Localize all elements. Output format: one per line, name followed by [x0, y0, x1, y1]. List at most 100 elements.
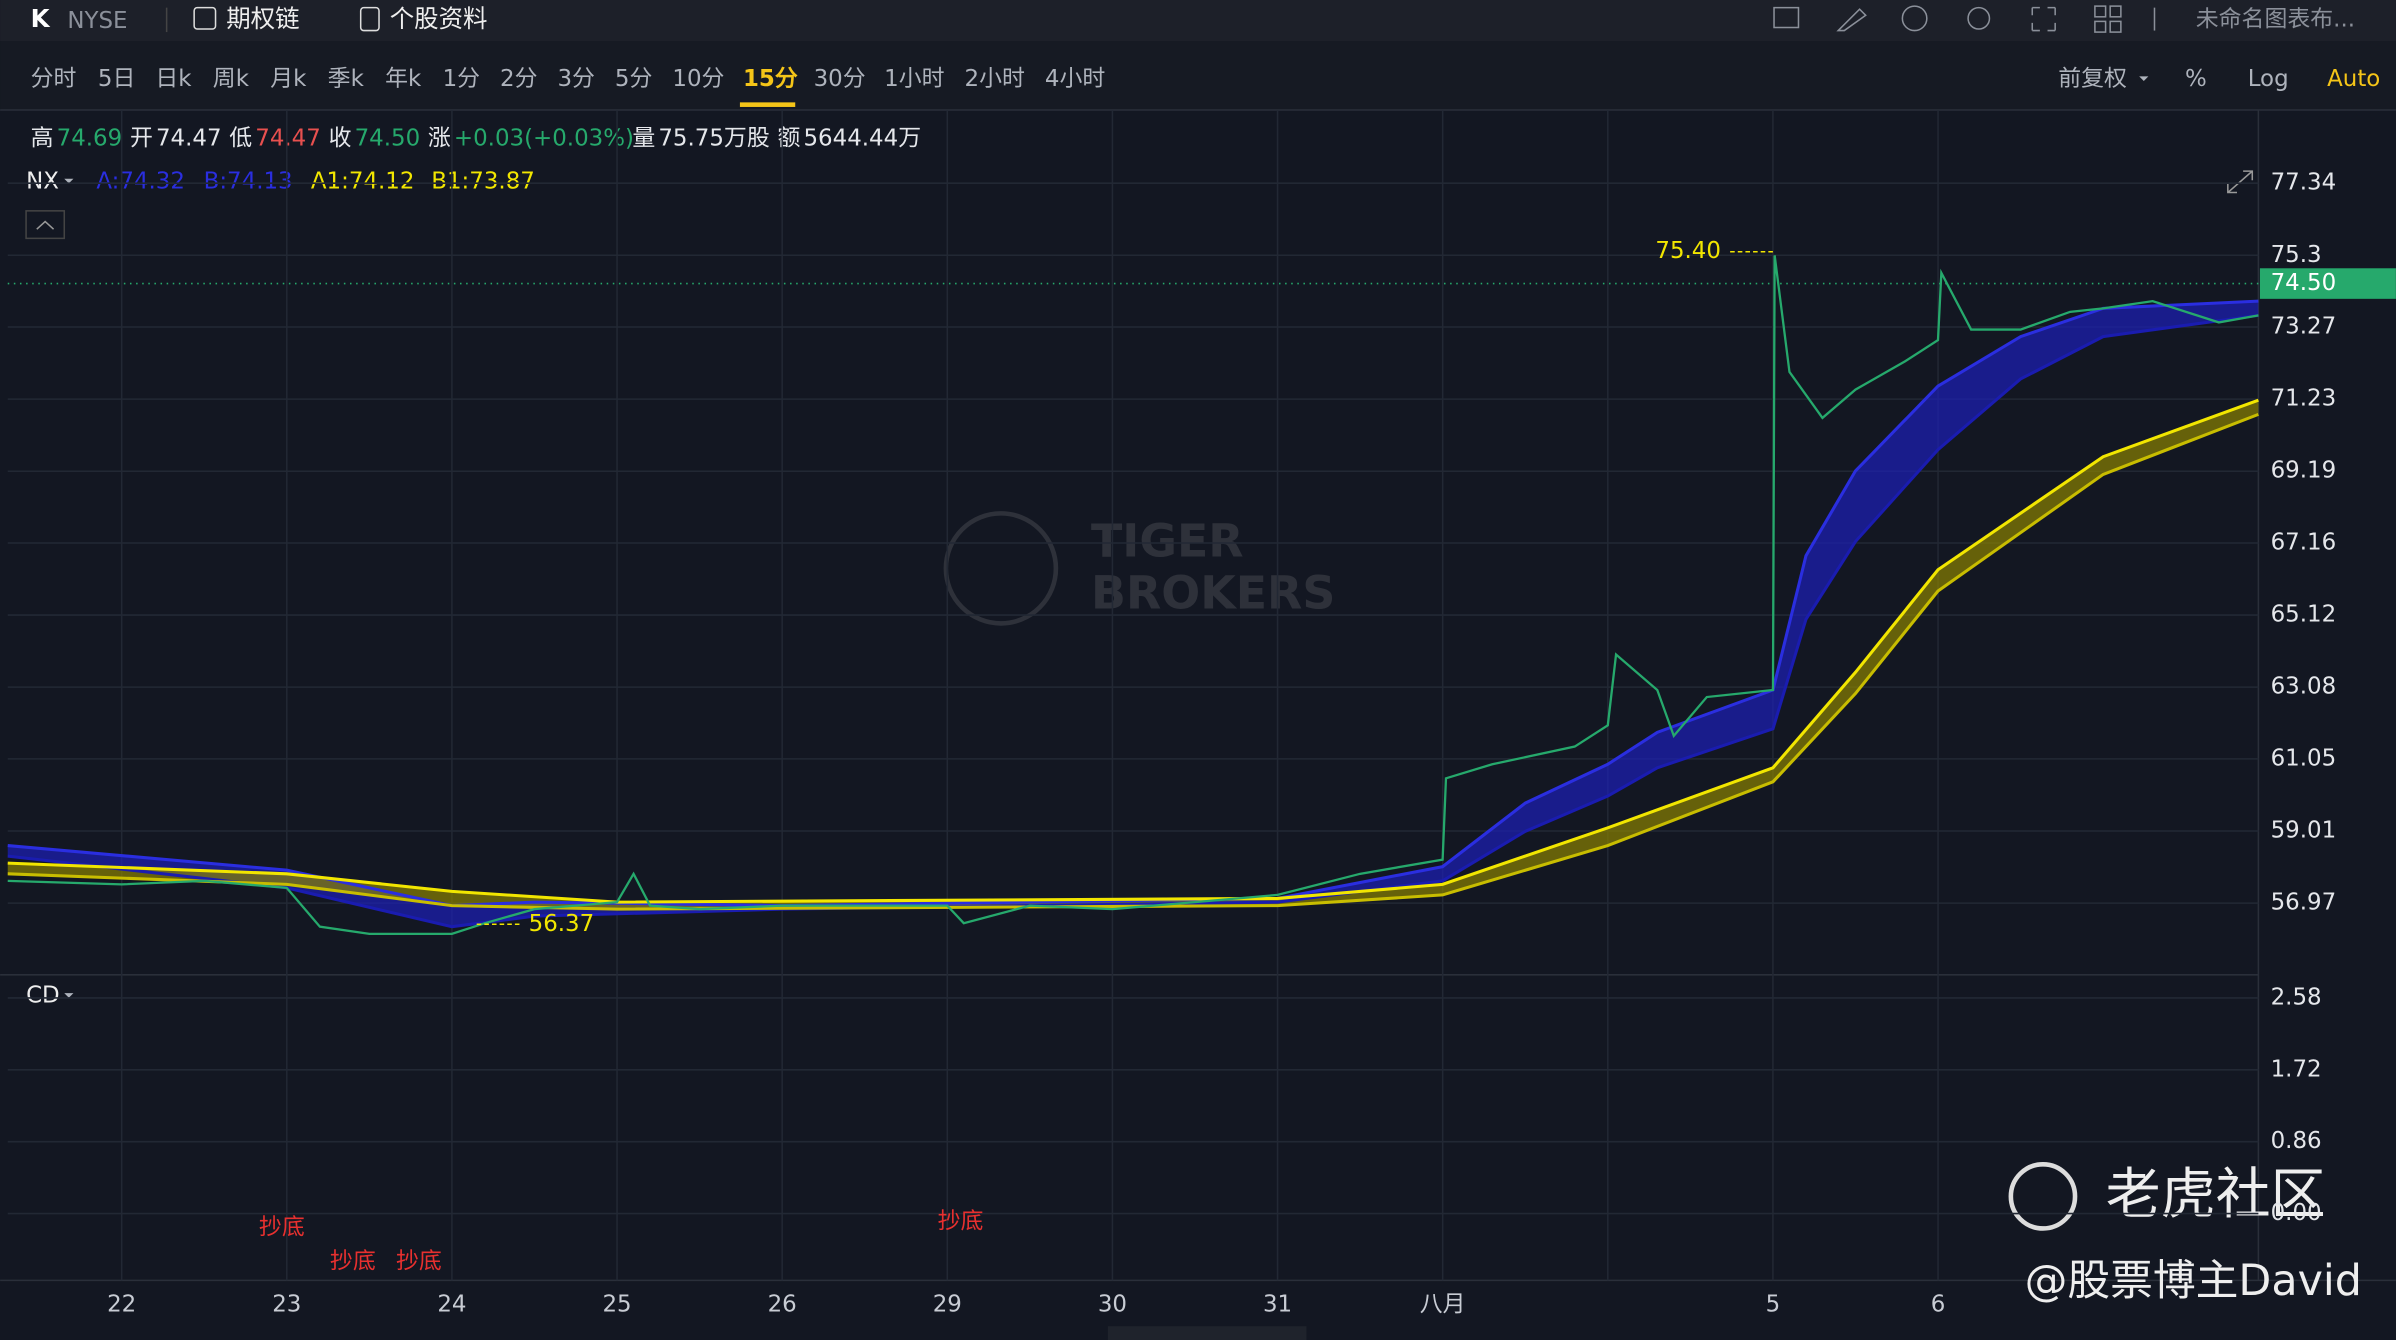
collapse-button[interactable]	[25, 210, 66, 240]
icon[interactable]	[1967, 6, 1991, 30]
period-tab[interactable]: 1分	[443, 66, 480, 92]
annotation-label: 56.37	[529, 911, 595, 937]
watermark-logo: TIGER BROKERS	[943, 511, 1335, 626]
logo	[943, 511, 1059, 626]
y-tick-label: 73.27	[2271, 314, 2337, 340]
quote-label: 收	[329, 126, 352, 152]
icon[interactable]	[1773, 6, 1800, 29]
icon[interactable]	[1901, 5, 1928, 32]
icon	[359, 6, 380, 32]
scroll-handle[interactable]	[1107, 1326, 1307, 1340]
icon[interactable]	[2109, 5, 2122, 18]
options-tab[interactable]: 期权链	[226, 4, 299, 33]
active-underline	[739, 102, 796, 107]
quote-value: 74.47	[255, 126, 321, 152]
brand: TIGER	[1091, 513, 1244, 567]
control[interactable]: Auto	[2327, 66, 2380, 92]
period-tab[interactable]: 年k	[385, 66, 422, 92]
band-line	[7, 398, 2259, 904]
y-tick-label: 0.86	[2271, 1128, 2322, 1154]
band-line	[7, 412, 2259, 911]
quote-value: 5644.44万	[803, 126, 921, 152]
expand-icon[interactable]	[2227, 170, 2254, 194]
x-tick-label: 5	[1766, 1291, 1781, 1317]
indicator-value: A1:74.12	[311, 168, 415, 194]
quote-label: 额	[778, 126, 801, 152]
control[interactable]: Log	[2248, 66, 2289, 92]
quote-label: 低	[229, 126, 252, 152]
signal-label: 抄底	[938, 1208, 984, 1234]
quote-label: 量	[632, 126, 655, 152]
period-tab[interactable]: 月k	[270, 66, 307, 92]
x-tick-label: 24	[437, 1291, 466, 1317]
y-tick-label: 69.19	[2271, 458, 2337, 484]
icon[interactable]	[2094, 20, 2107, 33]
y-tick-label: 67.16	[2271, 529, 2337, 555]
cd-name[interactable]: CD	[26, 983, 60, 1009]
x-tick-label: 26	[768, 1291, 797, 1317]
community-logo	[2008, 1161, 2078, 1231]
period-tab[interactable]: 5日	[98, 66, 135, 92]
period-tab[interactable]: 季k	[328, 66, 365, 92]
icon[interactable]	[1836, 8, 1867, 32]
icon[interactable]	[2109, 20, 2122, 33]
quote-value: 74.69	[57, 126, 123, 152]
quote-value: 74.47	[156, 126, 222, 152]
last-price-label: 74.50	[2271, 270, 2337, 296]
x-tick-label: 29	[933, 1291, 962, 1317]
period-tab[interactable]: 周k	[213, 66, 250, 92]
icon[interactable]	[2031, 6, 2056, 32]
indicator-value: B:74.13	[204, 168, 293, 194]
control[interactable]: 前复权	[2058, 66, 2127, 92]
indicator-value: B1:73.87	[431, 168, 535, 194]
last-price-box	[2259, 268, 2396, 299]
period-tab[interactable]: 4小时	[1045, 66, 1105, 92]
y-tick-label: 75.3	[2271, 242, 2322, 268]
indicator-value: A:74.32	[96, 168, 185, 194]
period-tab[interactable]: 10分	[672, 66, 724, 92]
period-tab[interactable]: 30分	[814, 66, 866, 92]
period-tab[interactable]: 15分	[743, 66, 798, 92]
icon[interactable]	[2094, 5, 2107, 18]
symbol[interactable]: K	[31, 4, 51, 33]
author: @股票博主David	[2025, 1256, 2362, 1306]
icon	[193, 6, 217, 30]
band-line	[7, 299, 2259, 908]
x-tick-label: 31	[1263, 1291, 1292, 1317]
x-tick-label: 30	[1098, 1291, 1127, 1317]
x-tick-label: 6	[1931, 1291, 1946, 1317]
period-tab[interactable]: 5分	[615, 66, 652, 92]
tool-icons	[1773, 5, 2156, 33]
quote-label: 开	[130, 126, 153, 152]
y-tick-label: 61.05	[2271, 745, 2337, 771]
dropdown-caret	[64, 178, 74, 184]
period-tab[interactable]: 2小时	[965, 66, 1025, 92]
y-tick-label: 1.72	[2271, 1056, 2322, 1082]
signal-label: 抄底	[259, 1214, 305, 1240]
y-tick-label: 0.00	[2271, 1200, 2322, 1226]
period-tab[interactable]: 日k	[155, 66, 192, 92]
icon	[36, 220, 55, 230]
profile-tab[interactable]: 个股资料	[390, 4, 488, 33]
top-bar	[0, 0, 2396, 42]
period-bar	[0, 41, 2396, 111]
control[interactable]: %	[2185, 66, 2207, 92]
annotation-label: 75.40	[1655, 238, 1721, 264]
x-tick-label: 八月	[1420, 1291, 1466, 1317]
period-tab[interactable]: 3分	[557, 66, 594, 92]
x-tick-label: 22	[107, 1291, 136, 1317]
period-tab[interactable]: 2分	[500, 66, 537, 92]
period-tab[interactable]: 分时	[31, 66, 77, 92]
dropdown-caret	[2139, 76, 2149, 81]
quote-value: 74.50	[355, 126, 421, 152]
y-tick-label: 77.34	[2271, 170, 2337, 196]
y-tick-label: 56.97	[2271, 890, 2337, 916]
indicator-name[interactable]: NX	[26, 168, 59, 194]
layout-name[interactable]: 未命名图表布...	[2196, 6, 2355, 32]
period-tab[interactable]: 1小时	[884, 66, 944, 92]
band-fill	[7, 400, 2259, 910]
x-tick-label: 23	[272, 1291, 301, 1317]
quote-label: 高	[31, 126, 54, 152]
